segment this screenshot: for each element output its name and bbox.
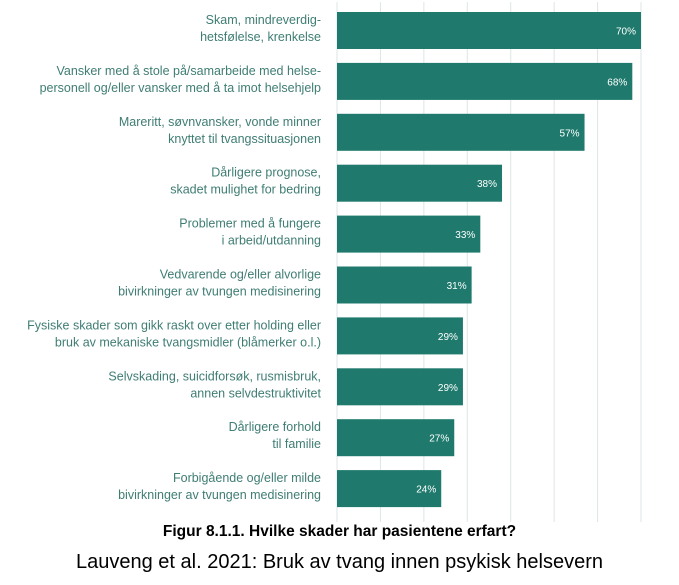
bar-chart: Skam, mindreverdig-hetsfølelse, krenkels… (27, 2, 642, 522)
category-label: Mareritt, søvnvansker, vonde minner knytt… (119, 115, 321, 146)
category-labels: Skam, mindreverdig-hetsfølelse, krenkels… (27, 13, 321, 502)
value-label: 33% (455, 230, 475, 241)
bar (337, 12, 641, 49)
bars-group (337, 12, 641, 508)
source-caption: Lauveng et al. 2021: Bruk av tvang innen… (76, 551, 603, 573)
value-label: 29% (438, 383, 458, 394)
category-label: Forbigående og/eller milde bivirkninger a… (118, 471, 321, 502)
bar (337, 317, 463, 355)
value-label: 57% (560, 128, 580, 139)
category-label: Skam, mindreverdig-hetsfølelse, krenkels… (200, 13, 321, 44)
bar (337, 419, 455, 457)
bar (337, 266, 472, 304)
value-label: 27% (429, 434, 449, 445)
bar (337, 215, 481, 253)
value-label: 31% (447, 281, 467, 292)
category-label: Vedvarende og/eller alvorlige bivirkninge… (118, 268, 321, 299)
value-label: 29% (438, 332, 458, 343)
figure-caption: Figur 8.1.1. Hvilke skader har pasienten… (162, 523, 517, 540)
value-label: 68% (607, 77, 627, 88)
category-label: Dårligere forhold til familie (229, 420, 321, 451)
value-label: 70% (616, 27, 636, 38)
category-label: Dårligere prognose, skadet mulighet for b… (170, 166, 321, 197)
category-label: Fysiske skader som gikk raskt over etter… (27, 318, 321, 349)
value-label: 24% (416, 485, 436, 496)
bar (337, 470, 442, 508)
category-label: Vansker med å stole på/samarbeide med he… (40, 64, 321, 95)
bar (337, 113, 585, 151)
category-label: Selvskading, suicidforsøk, rusmisbruk, an… (108, 369, 321, 400)
value-labels: 70% 68% 57% 38% 33% 31% 29% 29% 27% 24% (416, 27, 636, 496)
value-label: 38% (477, 179, 497, 190)
bar (337, 62, 633, 100)
bar (337, 164, 503, 202)
category-label: Problemer med å fungere i arbeid/utdannin… (179, 217, 321, 248)
bar (337, 368, 463, 406)
